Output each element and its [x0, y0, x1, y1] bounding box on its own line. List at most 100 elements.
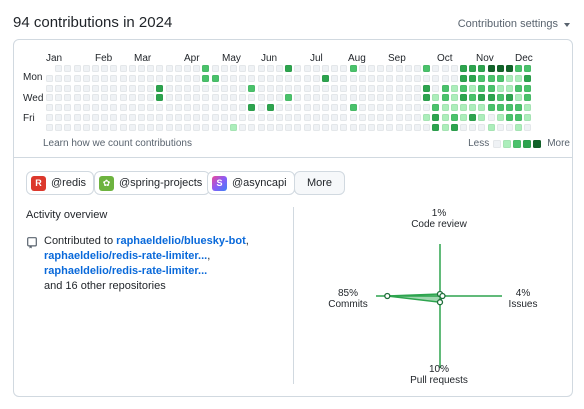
- contribution-day-cell[interactable]: [184, 84, 191, 92]
- contribution-day-cell[interactable]: [404, 104, 412, 112]
- contribution-day-cell[interactable]: [478, 94, 486, 102]
- contribution-day-cell[interactable]: [230, 94, 237, 102]
- contribution-day-cell[interactable]: [266, 65, 274, 72]
- contribution-day-cell[interactable]: [478, 123, 486, 131]
- contribution-day-cell[interactable]: [165, 74, 173, 82]
- contribution-day-cell[interactable]: [55, 84, 63, 92]
- learn-how-we-count-link[interactable]: Learn how we count contributions: [43, 138, 192, 149]
- contribution-day-cell[interactable]: [377, 74, 385, 82]
- contribution-day-cell[interactable]: [101, 84, 109, 92]
- contribution-day-cell[interactable]: [101, 94, 109, 102]
- contribution-day-cell[interactable]: [432, 104, 440, 112]
- contribution-day-cell[interactable]: [524, 74, 532, 82]
- contribution-day-cell[interactable]: [165, 94, 173, 102]
- contribution-day-cell[interactable]: [414, 114, 421, 121]
- contribution-day-cell[interactable]: [340, 74, 348, 82]
- contribution-day-cell[interactable]: [101, 104, 109, 112]
- contribution-day-cell[interactable]: [147, 74, 155, 82]
- contribution-day-cell[interactable]: [285, 94, 293, 102]
- contribution-day-cell[interactable]: [441, 114, 449, 121]
- contribution-day-cell[interactable]: [248, 65, 256, 72]
- contribution-day-cell[interactable]: [266, 104, 274, 112]
- contribution-day-cell[interactable]: [515, 94, 523, 102]
- contribution-day-cell[interactable]: [294, 114, 302, 121]
- contribution-day-cell[interactable]: [285, 104, 293, 112]
- contribution-day-cell[interactable]: [248, 123, 256, 131]
- contribution-day-cell[interactable]: [358, 104, 366, 112]
- contribution-day-cell[interactable]: [156, 94, 164, 102]
- contribution-day-cell[interactable]: [515, 65, 523, 72]
- contribution-day-cell[interactable]: [506, 104, 513, 112]
- contribution-day-cell[interactable]: [377, 94, 385, 102]
- contribution-day-cell[interactable]: [478, 104, 486, 112]
- contribution-day-cell[interactable]: [322, 74, 329, 82]
- contribution-day-cell[interactable]: [202, 94, 210, 102]
- contribution-day-cell[interactable]: [220, 123, 228, 131]
- contribution-day-cell[interactable]: [469, 114, 477, 121]
- contribution-day-cell[interactable]: [469, 74, 477, 82]
- contribution-day-cell[interactable]: [211, 74, 219, 82]
- contribution-day-cell[interactable]: [230, 74, 237, 82]
- contribution-day-cell[interactable]: [220, 104, 228, 112]
- contribution-day-cell[interactable]: [147, 65, 155, 72]
- contribution-day-cell[interactable]: [506, 123, 513, 131]
- contribution-day-cell[interactable]: [165, 65, 173, 72]
- contribution-day-cell[interactable]: [174, 84, 182, 92]
- contribution-day-cell[interactable]: [82, 123, 90, 131]
- contribution-day-cell[interactable]: [266, 74, 274, 82]
- contribution-day-cell[interactable]: [312, 104, 320, 112]
- contribution-day-cell[interactable]: [312, 123, 320, 131]
- contribution-day-cell[interactable]: [220, 94, 228, 102]
- contribution-day-cell[interactable]: [239, 114, 247, 121]
- contribution-day-cell[interactable]: [340, 123, 348, 131]
- contribution-day-cell[interactable]: [395, 104, 403, 112]
- contribution-day-cell[interactable]: [340, 104, 348, 112]
- contribution-day-cell[interactable]: [358, 94, 366, 102]
- contribution-day-cell[interactable]: [432, 123, 440, 131]
- contribution-day-cell[interactable]: [460, 74, 467, 82]
- contribution-day-cell[interactable]: [404, 94, 412, 102]
- contribution-day-cell[interactable]: [46, 84, 53, 92]
- repo-link-redis-rate-limiter-2[interactable]: raphaeldelio/redis-rate-limiter...: [44, 265, 208, 277]
- contribution-day-cell[interactable]: [423, 104, 431, 112]
- contribution-day-cell[interactable]: [414, 65, 421, 72]
- contribution-day-cell[interactable]: [460, 84, 467, 92]
- contribution-day-cell[interactable]: [128, 65, 136, 72]
- contribution-day-cell[interactable]: [312, 94, 320, 102]
- contribution-day-cell[interactable]: [101, 123, 109, 131]
- contribution-day-cell[interactable]: [184, 104, 191, 112]
- contribution-day-cell[interactable]: [119, 94, 127, 102]
- contribution-day-cell[interactable]: [312, 114, 320, 121]
- contribution-settings-button[interactable]: Contribution settings: [458, 18, 570, 30]
- contribution-day-cell[interactable]: [276, 104, 283, 112]
- contribution-day-cell[interactable]: [257, 94, 265, 102]
- contribution-day-cell[interactable]: [450, 123, 458, 131]
- contribution-day-cell[interactable]: [377, 114, 385, 121]
- contribution-day-cell[interactable]: [64, 94, 72, 102]
- contribution-day-cell[interactable]: [174, 114, 182, 121]
- contribution-day-cell[interactable]: [441, 94, 449, 102]
- contribution-day-cell[interactable]: [460, 65, 467, 72]
- contribution-day-cell[interactable]: [331, 84, 339, 92]
- contribution-day-cell[interactable]: [322, 94, 329, 102]
- contribution-day-cell[interactable]: [460, 94, 467, 102]
- contribution-day-cell[interactable]: [386, 94, 394, 102]
- contribution-day-cell[interactable]: [395, 74, 403, 82]
- contribution-day-cell[interactable]: [248, 104, 256, 112]
- contribution-day-cell[interactable]: [285, 65, 293, 72]
- contribution-day-cell[interactable]: [386, 104, 394, 112]
- contribution-day-cell[interactable]: [92, 114, 99, 121]
- contribution-day-cell[interactable]: [358, 114, 366, 121]
- contribution-day-cell[interactable]: [64, 104, 72, 112]
- org-button-redis[interactable]: R @redis: [26, 171, 95, 195]
- repo-link-bluesky-bot[interactable]: raphaeldelio/bluesky-bot: [116, 235, 246, 247]
- contribution-day-cell[interactable]: [423, 94, 431, 102]
- contribution-day-cell[interactable]: [423, 123, 431, 131]
- contribution-day-cell[interactable]: [230, 114, 237, 121]
- contribution-day-cell[interactable]: [285, 114, 293, 121]
- contribution-day-cell[interactable]: [285, 123, 293, 131]
- contribution-day-cell[interactable]: [211, 94, 219, 102]
- contribution-day-cell[interactable]: [404, 84, 412, 92]
- contribution-day-cell[interactable]: [450, 74, 458, 82]
- contribution-day-cell[interactable]: [312, 74, 320, 82]
